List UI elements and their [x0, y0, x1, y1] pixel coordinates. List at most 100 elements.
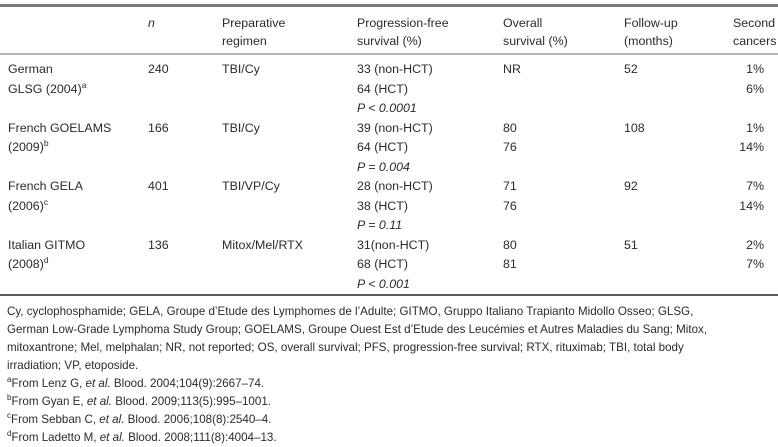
os-cell: 80 76: [503, 119, 624, 178]
os-hct: 76: [503, 198, 517, 213]
reference-a: aFrom Lenz G, et al. Blood. 2004;104(9):…: [7, 375, 774, 393]
reference-etal: et al.: [86, 395, 112, 408]
second-cancers-non-hct: 7%: [746, 179, 764, 193]
pfs-cell: 33 (non-HCT) 64 (HCT) P < 0.0001: [357, 60, 503, 119]
header-study: [0, 14, 148, 50]
reference-citation: Blood. 2009;113(5):995–1001.: [111, 395, 271, 408]
os-hct: [503, 80, 624, 100]
header-pfs-line2: survival (%): [357, 34, 422, 48]
n-cell: 136: [148, 237, 169, 252]
study-line2: (2006)c: [8, 197, 148, 217]
footnotes: Cy, cyclophosphamide; GELA, Groupe d’Etu…: [0, 296, 778, 447]
header-followup-line1: Follow-up: [624, 16, 678, 30]
followup-cell: 51: [624, 237, 638, 252]
study-footnote-marker: d: [43, 254, 49, 265]
table-header-row: n Preparative regimen Progression-free s…: [0, 7, 778, 53]
os-cell: 80 81: [503, 236, 624, 295]
second-cancers-cell: 1% 14%: [733, 119, 778, 178]
pfs-hct: 64 (HCT): [357, 81, 408, 96]
second-cancers-non-hct: 2%: [746, 237, 764, 252]
second-cancers-hct: 7%: [746, 257, 764, 271]
header-second-line1: Second: [733, 16, 776, 30]
table-body: German GLSG (2004)a 240 TBI/Cy 33 (non-H…: [0, 55, 778, 294]
pfs-cell: 28 (non-HCT) 38 (HCT) P = 0.11: [357, 177, 503, 236]
table-header-rule: [0, 53, 778, 55]
second-cancers-hct: 14%: [739, 198, 764, 213]
study-line2: (2009)b: [8, 138, 148, 158]
reference-citation: Blood. 2006;108(8):2540–4.: [124, 413, 272, 426]
study-footnote-marker: b: [43, 137, 49, 148]
study-line1: German: [8, 62, 53, 76]
study-line1: French GELA: [8, 179, 84, 193]
study-cell: Italian GITMO (2008)d: [0, 236, 148, 295]
pfs-p-value: P < 0.001: [357, 276, 410, 291]
os-non-hct: NR: [503, 62, 521, 76]
abbreviations-line: irradiation; VP, etoposide.: [7, 359, 139, 372]
reference-marker: b: [7, 393, 12, 403]
table-top-rule: [0, 4, 778, 7]
study-cell: French GELA (2006)c: [0, 177, 148, 236]
pfs-cell: 39 (non-HCT) 64 (HCT) P = 0.004: [357, 119, 503, 178]
regimen-cell: TBI/VP/Cy: [222, 179, 280, 193]
followup-cell: 92: [624, 179, 638, 193]
study-line1: French GOELAMS: [8, 120, 112, 135]
header-regimen: Preparative regimen: [222, 14, 357, 50]
study-line1: Italian GITMO: [8, 237, 86, 252]
reference-text: From Lenz G,: [11, 377, 86, 390]
table-row: Italian GITMO (2008)d 136 Mitox/Mel/RTX …: [0, 236, 778, 295]
header-os-line2: survival (%): [503, 34, 568, 48]
os-cell: 71 76: [503, 177, 624, 236]
pfs-hct: 38 (HCT): [357, 198, 408, 213]
pfs-p-value: P = 0.004: [357, 159, 410, 174]
reference-etal: et al.: [99, 413, 125, 426]
table-bottom-rule: [0, 294, 778, 296]
reference-etal: et al.: [85, 377, 111, 390]
study-line2-text: (2006): [8, 198, 44, 213]
second-cancers-non-hct: 1%: [746, 120, 764, 135]
followup-cell: 108: [624, 120, 645, 135]
reference-text: From Ladetto M,: [11, 431, 100, 444]
header-n: n: [148, 14, 222, 50]
n-cell: 401: [148, 179, 169, 193]
study-line2-text: (2008): [8, 257, 44, 271]
header-second-line2: cancers: [733, 34, 777, 48]
header-pfs-line1: Progression-free: [357, 16, 449, 30]
header-os: Overall survival (%): [503, 14, 624, 50]
study-cell: French GOELAMS (2009)b: [0, 119, 148, 178]
reference-marker: d: [7, 429, 12, 439]
regimen-cell: TBI/Cy: [222, 62, 260, 76]
os-hct: 81: [503, 257, 517, 271]
second-cancers-cell: 2% 7%: [733, 236, 778, 295]
table-row: French GELA (2006)c 401 TBI/VP/Cy 28 (no…: [0, 177, 778, 236]
header-regimen-line1: Preparative: [222, 16, 286, 30]
os-non-hct: 80: [503, 120, 517, 135]
header-n-label: n: [148, 16, 155, 30]
os-non-hct: 71: [503, 179, 517, 193]
reference-b: bFrom Gyan E, et al. Blood. 2009;113(5):…: [7, 393, 774, 411]
pfs-non-hct: 33 (non-HCT): [357, 62, 433, 76]
header-os-line1: Overall: [503, 16, 543, 30]
reference-text: From Gyan E,: [11, 395, 87, 408]
pfs-hct: 68 (HCT): [357, 257, 408, 271]
reference-c: cFrom Sebban C, et al. Blood. 2006;108(8…: [7, 411, 774, 429]
second-cancers-cell: 7% 14%: [733, 177, 778, 236]
abbreviations-line: German Low-Grade Lymphoma Study Group; G…: [7, 323, 708, 336]
regimen-cell: Mitox/Mel/RTX: [222, 237, 304, 252]
regimen-cell: TBI/Cy: [222, 120, 260, 135]
study-line2: (2008)d: [8, 255, 148, 275]
reference-etal: et al.: [99, 431, 125, 444]
header-followup: Follow-up (months): [624, 14, 733, 50]
reference-text: From Sebban C,: [11, 413, 100, 426]
header-second-cancers: Second cancers: [733, 14, 778, 50]
header-followup-line2: (months): [624, 34, 673, 48]
study-line2-text: (2009): [8, 140, 44, 154]
os-cell: NR: [503, 60, 624, 119]
study-line2: GLSG (2004)a: [8, 80, 148, 100]
study-footnote-marker: a: [81, 79, 87, 90]
pfs-p-value: P < 0.0001: [357, 101, 417, 115]
abbreviations-line: mitoxantrone; Mel, melphalan; NR, not re…: [7, 341, 684, 354]
table-row: French GOELAMS (2009)b 166 TBI/Cy 39 (no…: [0, 119, 778, 178]
pfs-p-value: P = 0.11: [357, 218, 403, 232]
study-cell: German GLSG (2004)a: [0, 60, 148, 119]
